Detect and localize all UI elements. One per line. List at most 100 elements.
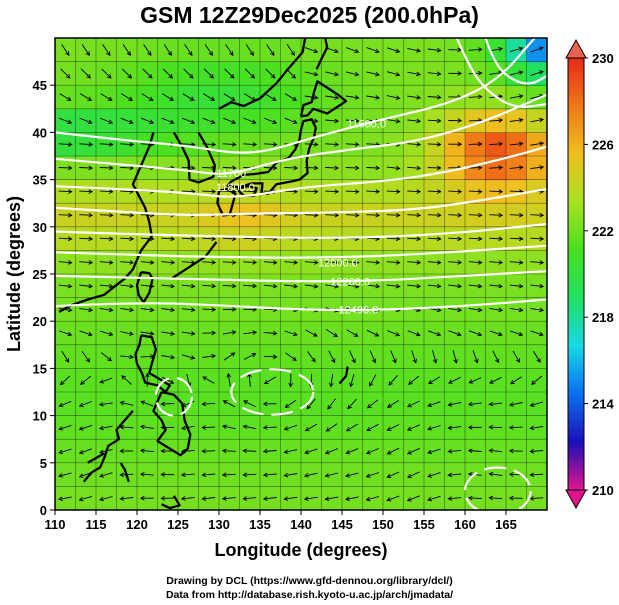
wind-vector-shaft <box>161 284 175 287</box>
wind-vector-shaft <box>427 72 441 75</box>
wind-vector-shaft <box>120 143 134 146</box>
wind-vector-shaft <box>510 376 522 385</box>
wind-vector-shaft <box>304 472 318 477</box>
wind-vector-shaft <box>304 47 318 53</box>
wind-vector-head <box>58 402 64 408</box>
wind-vector-shaft <box>366 95 380 99</box>
wind-vector-shaft <box>99 330 113 336</box>
wind-vector-head <box>331 358 336 364</box>
wind-vector-head <box>272 330 278 336</box>
wind-vector-shaft <box>223 352 235 361</box>
wind-vector <box>427 142 442 147</box>
wind-vector-head <box>283 449 289 454</box>
wind-vector-shaft <box>325 261 339 264</box>
wind-vector <box>325 118 340 124</box>
wind-vector <box>120 93 134 101</box>
wind-vector-shaft <box>468 96 482 98</box>
wind-vector-shaft <box>345 214 359 216</box>
wind-vector-head <box>229 51 234 56</box>
wind-vector-shaft <box>263 214 277 216</box>
wind-vector-head <box>252 142 258 147</box>
wind-vector-shaft <box>58 472 72 477</box>
colorbar-ticks: 230 226 222 218 214 210 <box>584 51 614 498</box>
wind-vector-shaft <box>202 143 216 146</box>
wind-vector-shaft <box>448 190 462 193</box>
wind-vector-head <box>167 51 172 56</box>
wind-vector <box>162 68 174 79</box>
wind-vector <box>143 44 152 56</box>
wind-vector <box>203 68 215 79</box>
wind-vector-shaft <box>489 119 503 122</box>
wind-vector-head <box>477 307 483 313</box>
wind-vector <box>161 307 176 313</box>
wind-vector <box>448 376 461 384</box>
wind-vector-head <box>121 375 126 380</box>
wind-vector-head <box>313 165 319 171</box>
wind-vector-head <box>211 283 217 289</box>
wind-vector-shaft <box>202 308 216 311</box>
wind-vector <box>509 283 524 289</box>
wind-vector-shaft <box>366 167 380 169</box>
wind-vector-shaft <box>141 401 154 407</box>
wind-vector-head <box>88 236 94 242</box>
coastline <box>82 410 134 483</box>
wind-vector-shaft <box>120 355 134 358</box>
wind-vector <box>304 95 319 100</box>
wind-vector-shaft <box>448 473 462 476</box>
wind-vector-shaft <box>99 214 113 216</box>
wind-vector-shaft <box>325 448 338 454</box>
wind-vector-head <box>160 472 166 477</box>
wind-vector-head <box>334 118 340 124</box>
wind-vector <box>366 95 381 100</box>
wind-vector-head <box>180 472 186 478</box>
wind-vector <box>509 165 524 170</box>
wind-vector-shaft <box>489 143 503 146</box>
wind-vector-shaft <box>448 284 462 287</box>
wind-vector <box>324 448 338 455</box>
wind-vector-shaft <box>224 68 235 79</box>
wind-vector <box>99 496 113 502</box>
wind-vector-head <box>467 401 473 407</box>
wind-vector-head <box>416 165 422 171</box>
wind-vector-shaft <box>468 330 482 336</box>
wind-vector-shaft <box>407 119 421 122</box>
wind-vector-head <box>85 357 91 363</box>
wind-vector-shaft <box>140 331 154 335</box>
wind-vector-shaft <box>345 47 359 53</box>
wind-vector-shaft <box>184 44 193 56</box>
wind-vector <box>59 375 71 386</box>
wind-vector-shaft <box>347 398 357 409</box>
wind-vector-shaft <box>325 167 339 169</box>
wind-vector-head <box>251 353 257 358</box>
wind-vector-shaft <box>407 495 420 502</box>
wind-vector <box>325 212 340 218</box>
wind-vector <box>161 283 176 289</box>
wind-vector-shaft <box>468 237 482 240</box>
wind-vector-shaft <box>161 117 174 124</box>
wind-vector-head <box>67 165 73 171</box>
wind-vector-head <box>518 307 524 313</box>
wind-vector <box>263 330 278 336</box>
wind-vector-head <box>386 473 392 479</box>
wind-vector <box>365 472 380 478</box>
x-tick-label: 145 <box>331 517 353 532</box>
wind-vector-head <box>181 402 187 408</box>
x-tick-label: 110 <box>45 517 66 532</box>
wind-vector <box>78 401 92 408</box>
wind-vector <box>427 448 441 455</box>
wind-vector-head <box>333 332 338 338</box>
wind-vector-shaft <box>325 119 339 122</box>
wind-vector-head <box>345 450 351 455</box>
coastline <box>299 80 348 118</box>
wind-vector-shaft <box>386 47 400 53</box>
wind-vector <box>223 117 237 124</box>
wind-vector-shaft <box>181 308 195 311</box>
height-contour <box>55 187 547 216</box>
wind-vector-head <box>210 119 216 124</box>
wind-vector-shaft <box>99 167 113 169</box>
wind-vector <box>407 283 422 289</box>
wind-vector-shaft <box>386 95 400 99</box>
wind-vector <box>263 283 278 289</box>
wind-vector-shaft <box>489 71 503 75</box>
